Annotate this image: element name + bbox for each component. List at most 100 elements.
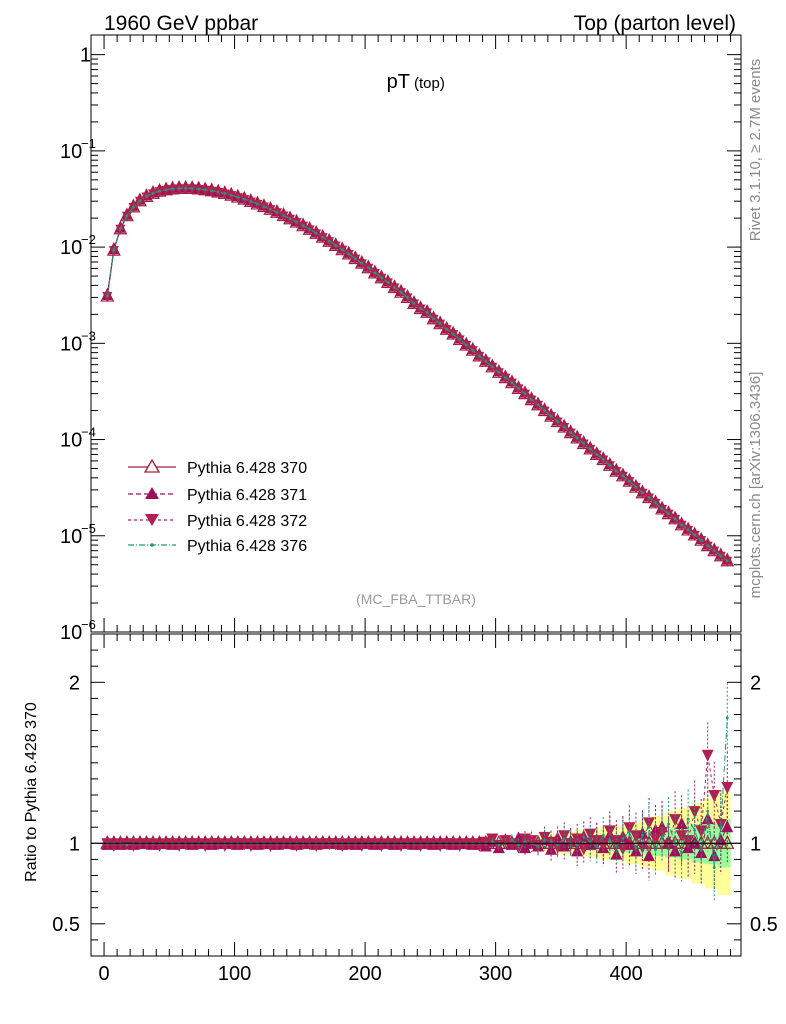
data-point-376	[699, 538, 703, 542]
x-tick-label: 300	[479, 963, 512, 985]
ratio-y-tick-label-right: 1	[750, 833, 761, 855]
data-point-376	[262, 205, 266, 208]
ratio-point-376	[719, 825, 723, 829]
data-point-376	[242, 197, 246, 201]
data-point-376	[562, 425, 566, 429]
rivet-version-label: Rivet 3.1.10, ≥ 2.7M events	[747, 59, 764, 242]
ratio-y-tick-label-left: 2	[69, 672, 80, 694]
ratio-y-tick-label-right: 0.5	[750, 914, 778, 936]
header-left: 1960 GeV ppbar	[104, 12, 258, 35]
data-point-376	[719, 554, 723, 558]
ratio-point-376	[699, 848, 703, 852]
legend-marker-371	[145, 487, 159, 499]
ratio-point-372	[721, 781, 734, 794]
ratio-point-376	[667, 822, 670, 826]
data-point-376	[308, 227, 312, 231]
ratio-point-371	[558, 839, 571, 852]
chart-title: pT	[387, 71, 410, 93]
data-point-376	[347, 252, 351, 256]
data-point-376	[680, 523, 684, 527]
y-tick-label: 10	[60, 430, 82, 452]
data-point-376	[497, 370, 501, 374]
y-tick-label: 10	[60, 141, 82, 163]
ratio-point-376	[706, 809, 710, 813]
ratio-point-372	[525, 835, 538, 848]
data-point-376	[588, 447, 592, 451]
y-tick-label: 10	[60, 526, 82, 548]
ratio-point-376	[712, 866, 716, 869]
ratio-point-376	[693, 829, 697, 832]
y-tick-label: 1	[80, 45, 91, 67]
ratio-point-376	[497, 843, 501, 847]
data-point-376	[712, 549, 716, 553]
legend-label-376: Pythia 6.428 376	[187, 538, 307, 555]
data-point-376	[301, 224, 305, 228]
ratio-point-376	[588, 840, 592, 844]
data-point-376	[321, 235, 325, 239]
data-point-376	[145, 195, 148, 198]
data-point-376	[256, 202, 259, 206]
data-point-376	[314, 231, 318, 235]
ratio-point-376	[608, 838, 612, 842]
data-point-376	[393, 286, 396, 289]
ratio-point-376	[536, 845, 540, 848]
data-point-376	[419, 307, 422, 310]
x-tick-label: 200	[348, 963, 381, 985]
ratio-point-376	[523, 840, 527, 844]
data-point-376	[164, 188, 168, 192]
ratio-point-372	[603, 825, 616, 838]
header-right: Top (parton level)	[574, 12, 736, 35]
legend-entry-372: Pythia 6.428 372	[128, 513, 307, 530]
ratio-point-371	[721, 820, 734, 833]
ratio-point-376	[641, 833, 644, 837]
legend-label-372: Pythia 6.428 372	[187, 513, 307, 530]
data-point-376	[530, 398, 533, 402]
data-point-376	[282, 214, 285, 217]
y-tick-label-exponent: −6	[81, 617, 96, 632]
data-point-376	[327, 239, 331, 243]
ratio-panel: 2 2 1 1 0.5 0.5 0 100 200 300 400 Ratio to Pythia …	[23, 633, 778, 985]
ratio-y-tick-label-right: 2	[750, 672, 761, 694]
data-point-376	[445, 327, 449, 331]
data-point-376	[490, 365, 494, 369]
data-point-376	[177, 186, 181, 190]
mcplots-label: mcplots.cern.ch [arXiv:1306.3436]	[747, 372, 764, 599]
data-point-376	[184, 186, 188, 190]
data-point-376	[536, 403, 540, 407]
ratio-point-376	[628, 830, 631, 834]
ratio-point-376	[575, 843, 579, 847]
ratio-point-376	[654, 848, 657, 852]
data-point-376	[451, 332, 455, 336]
ratio-point-376	[543, 838, 546, 842]
ratio-ylabel: Ratio to Pythia 6.428 370	[23, 702, 40, 882]
data-point-376	[125, 214, 129, 218]
ratio-point-372	[708, 790, 721, 802]
data-point-376	[517, 387, 520, 390]
data-point-376	[575, 436, 579, 440]
ratio-point-372	[636, 841, 649, 854]
data-point-376	[569, 431, 573, 435]
data-point-376	[223, 192, 227, 195]
data-point-376	[464, 343, 468, 347]
ratio-point-376	[549, 840, 553, 844]
data-point-376	[171, 187, 174, 191]
data-point-376	[366, 266, 370, 270]
data-point-376	[693, 533, 697, 537]
data-point-376	[543, 409, 546, 412]
ratio-point-371	[642, 849, 655, 862]
ratio-point-371	[545, 842, 558, 855]
y-tick-label: 10	[60, 333, 82, 355]
ratio-point-372	[558, 830, 571, 843]
data-point-376	[334, 244, 338, 247]
data-point-376	[595, 453, 599, 456]
data-point-376	[399, 290, 403, 294]
data-point-376	[138, 199, 142, 203]
x-tick-label: 100	[218, 963, 251, 985]
legend-marker-376	[150, 543, 154, 547]
ratio-point-372	[499, 835, 512, 848]
ratio-point-371	[688, 836, 701, 849]
data-point-376	[432, 317, 436, 321]
data-point-376	[523, 392, 527, 396]
data-point-376	[556, 420, 560, 423]
